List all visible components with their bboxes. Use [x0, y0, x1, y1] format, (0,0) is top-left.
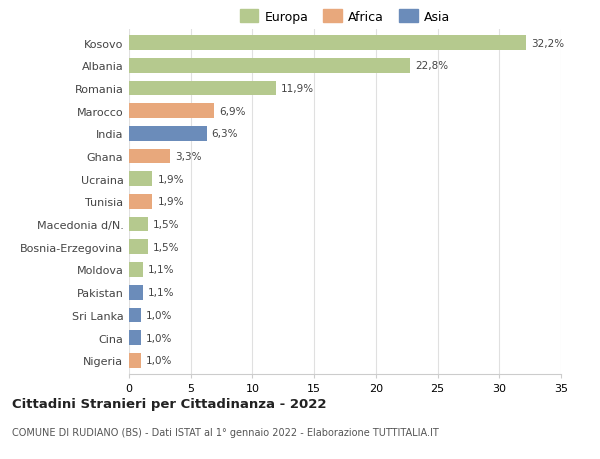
Bar — [129, 217, 148, 232]
Bar — [129, 59, 410, 73]
Text: 1,0%: 1,0% — [146, 310, 173, 320]
Legend: Europa, Africa, Asia: Europa, Africa, Asia — [235, 5, 455, 28]
Bar — [129, 149, 170, 164]
Text: 1,1%: 1,1% — [148, 265, 174, 275]
Bar — [129, 240, 148, 255]
Text: 1,9%: 1,9% — [157, 174, 184, 185]
Text: 1,1%: 1,1% — [148, 287, 174, 297]
Bar — [129, 127, 207, 141]
Bar — [129, 104, 214, 119]
Text: COMUNE DI RUDIANO (BS) - Dati ISTAT al 1° gennaio 2022 - Elaborazione TUTTITALIA: COMUNE DI RUDIANO (BS) - Dati ISTAT al 1… — [12, 427, 439, 437]
Text: Cittadini Stranieri per Cittadinanza - 2022: Cittadini Stranieri per Cittadinanza - 2… — [12, 397, 326, 410]
Bar — [129, 308, 142, 323]
Bar — [129, 172, 152, 187]
Bar — [129, 81, 276, 96]
Text: 22,8%: 22,8% — [415, 61, 448, 71]
Bar — [129, 285, 143, 300]
Text: 1,5%: 1,5% — [152, 219, 179, 230]
Text: 6,3%: 6,3% — [212, 129, 238, 139]
Text: 32,2%: 32,2% — [532, 39, 565, 48]
Text: 6,9%: 6,9% — [219, 106, 245, 117]
Bar — [129, 263, 143, 277]
Bar — [129, 195, 152, 209]
Text: 11,9%: 11,9% — [281, 84, 314, 94]
Bar — [129, 353, 142, 368]
Bar — [129, 330, 142, 345]
Bar — [129, 36, 526, 51]
Text: 1,5%: 1,5% — [152, 242, 179, 252]
Text: 3,3%: 3,3% — [175, 151, 201, 162]
Text: 1,9%: 1,9% — [157, 197, 184, 207]
Text: 1,0%: 1,0% — [146, 356, 173, 365]
Text: 1,0%: 1,0% — [146, 333, 173, 343]
